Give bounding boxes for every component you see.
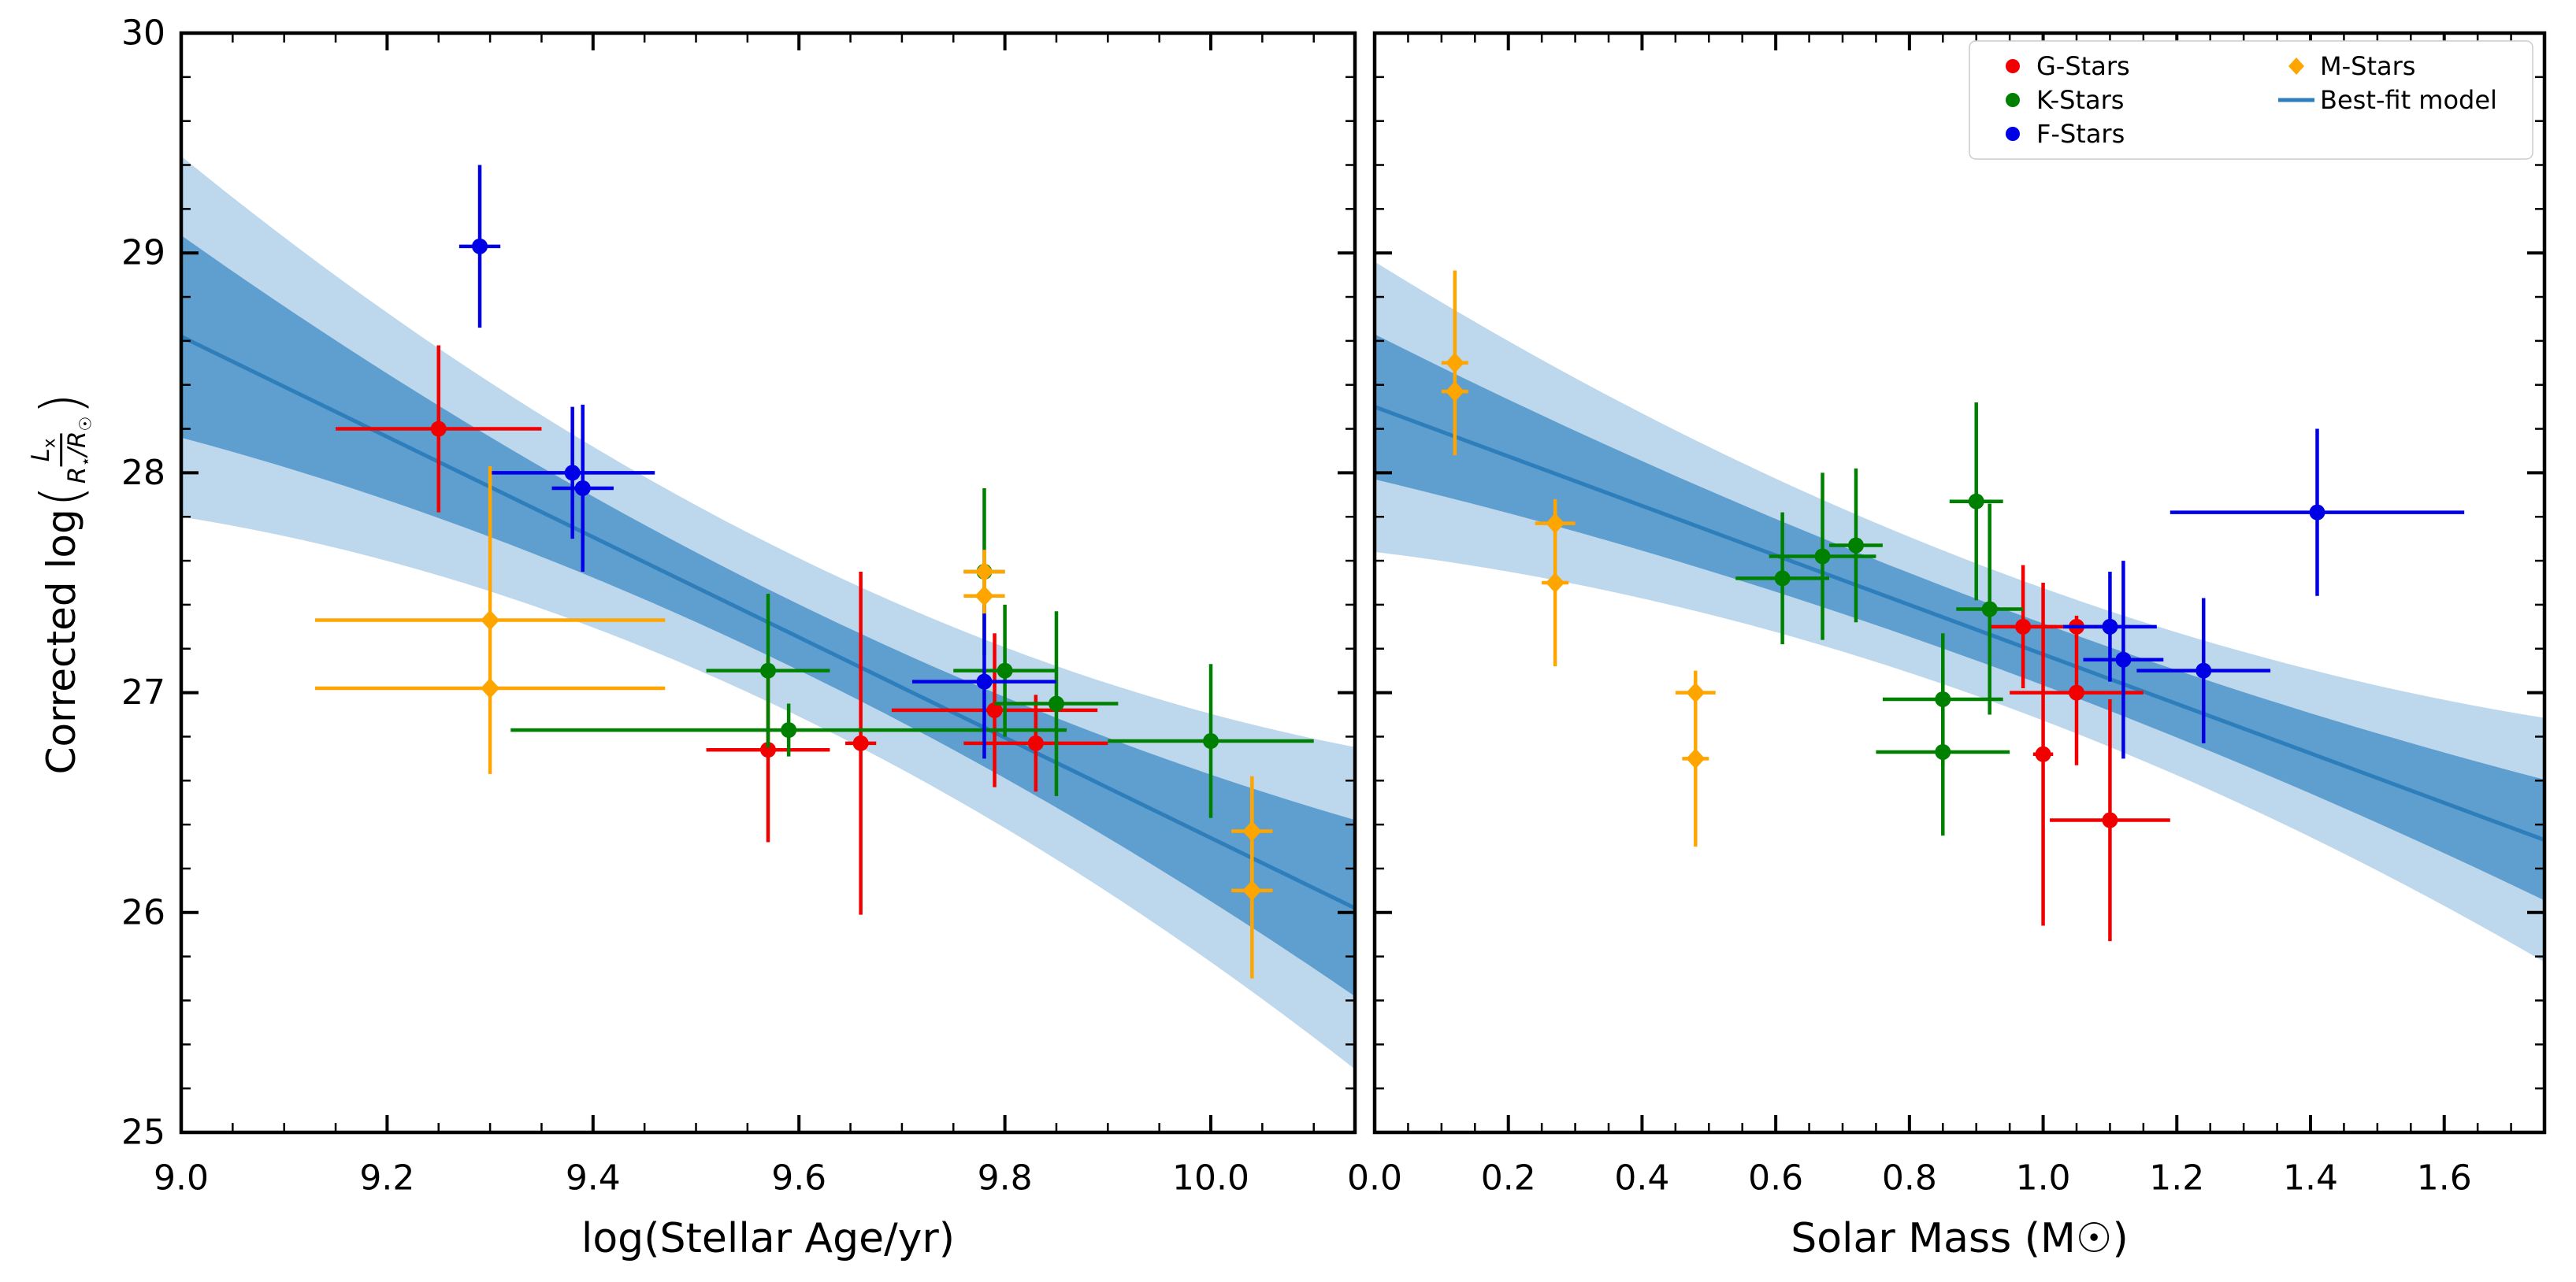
x-tick-label: 9.2 [359, 1158, 414, 1199]
data-point [1445, 352, 1464, 373]
data-point [2309, 504, 2325, 521]
data-point [2102, 618, 2118, 635]
legend-label: G-Stars [2036, 51, 2130, 81]
best-fit-line [1375, 405, 2544, 843]
legend-label: Best-fit model [2320, 85, 2497, 115]
series-k-stars [1735, 402, 2024, 836]
fraction-denominator: R⋆/R☉ [63, 416, 95, 484]
x-tick-label: 9.8 [978, 1158, 1033, 1199]
y-axis-label: Corrected log ( Lx R⋆/R☉ ) [27, 391, 95, 775]
y-axis-label-fraction: Lx R⋆/R☉ [27, 416, 95, 484]
x-tick-label: 9.0 [154, 1158, 209, 1199]
data-point [1968, 493, 1984, 509]
series-k-stars [510, 487, 1314, 818]
series-f-stars [2063, 428, 2465, 759]
x-tick-label: 0.0 [1347, 1158, 1402, 1199]
legend-marker-f-stars [2006, 127, 2020, 141]
data-point [481, 678, 500, 699]
data-point [2196, 662, 2212, 679]
data-point [1203, 733, 1219, 750]
y-axis-label-close-paren: ) [28, 392, 95, 415]
y-tick-label: 25 [121, 1113, 165, 1153]
x-axis-label: Solar Mass (M☉) [1791, 1215, 2129, 1262]
legend: G-Stars K-Stars F-Stars M-Stars Best-fit mod… [1969, 40, 2533, 160]
axes-spines [179, 31, 1357, 1135]
data-point [472, 238, 488, 254]
data-point [430, 421, 447, 437]
data-point [564, 465, 581, 481]
data-point [1048, 695, 1064, 712]
data-point [1445, 381, 1464, 402]
y-axis-label-open-paren: ( [28, 485, 95, 508]
x-tick-label: 9.6 [771, 1158, 826, 1199]
y-axis-label-prefix: Corrected log [39, 509, 84, 775]
data-point [852, 735, 869, 751]
series-f-stars [458, 165, 1056, 759]
data-point [1935, 743, 1951, 760]
x-tick-label: 10.0 [1172, 1158, 1249, 1199]
data-point [1242, 880, 1262, 901]
x-tick-label: 1.2 [2149, 1158, 2204, 1199]
series-m-stars [1441, 270, 1716, 847]
series-g-stars [336, 345, 1108, 915]
legend-marker-m-stars [2288, 57, 2304, 75]
x-tick-label: 1.0 [2016, 1158, 2071, 1199]
data-point [1027, 735, 1044, 751]
fraction-numerator: Lx [27, 433, 63, 467]
x-tick-label: 1.6 [2417, 1158, 2472, 1199]
x-tick-label: 1.4 [2283, 1158, 2338, 1199]
series-m-stars [314, 466, 1273, 979]
data-point [2069, 684, 2084, 701]
y-tick-label: 29 [121, 233, 165, 273]
panel-right: 0.0 0.2 0.4 0.6 0.8 1.0 1.2 1.4 1.6 Solar Mass (M… [1347, 31, 2547, 1262]
axes-spines [1372, 31, 2547, 1135]
legend-label: F-Stars [2036, 119, 2125, 149]
data-point [1686, 748, 1706, 769]
fit-group [1375, 261, 2544, 962]
data-point [976, 673, 993, 690]
series-g-stars [1989, 565, 2170, 942]
data-point [760, 742, 776, 758]
data-point [974, 585, 994, 606]
x-tick-label: 0.6 [1748, 1158, 1803, 1199]
legend-box [1969, 40, 2533, 160]
panel-left: 9.0 9.2 9.4 9.6 9.8 10.0 25 26 27 28 29 30 log(Stell… [121, 13, 1357, 1262]
legend-marker-k-stars [2006, 93, 2020, 107]
x-tick-label: 0.2 [1481, 1158, 1536, 1199]
y-tick-label: 27 [121, 672, 165, 713]
confidence-band-inner [1375, 334, 2544, 901]
data-point [1774, 570, 1791, 587]
data-point [1847, 537, 1864, 554]
data-point [986, 702, 1003, 718]
data-point [1546, 572, 1565, 593]
legend-label: K-Stars [2036, 85, 2124, 115]
data-point [1814, 548, 1831, 565]
data-point [2115, 651, 2132, 668]
y-tick-label: 28 [121, 453, 165, 493]
data-point [574, 480, 591, 496]
y-tick-label: 26 [121, 892, 165, 932]
x-axis-label: log(Stellar Age/yr) [581, 1215, 955, 1262]
x-tick-label: 9.4 [566, 1158, 621, 1199]
data-point [760, 662, 776, 679]
legend-label: M-Stars [2320, 51, 2415, 81]
data-point [2035, 746, 2051, 762]
data-point [2102, 812, 2118, 828]
data-point [481, 610, 500, 631]
data-point [781, 722, 797, 739]
x-tick-label: 0.4 [1614, 1158, 1669, 1199]
y-tick-label: 30 [121, 13, 165, 54]
x-tick-label: 0.8 [1882, 1158, 1937, 1199]
data-point [1981, 601, 1998, 617]
data-point [997, 662, 1013, 679]
legend-marker-g-stars [2006, 59, 2020, 73]
data-point [974, 561, 994, 583]
